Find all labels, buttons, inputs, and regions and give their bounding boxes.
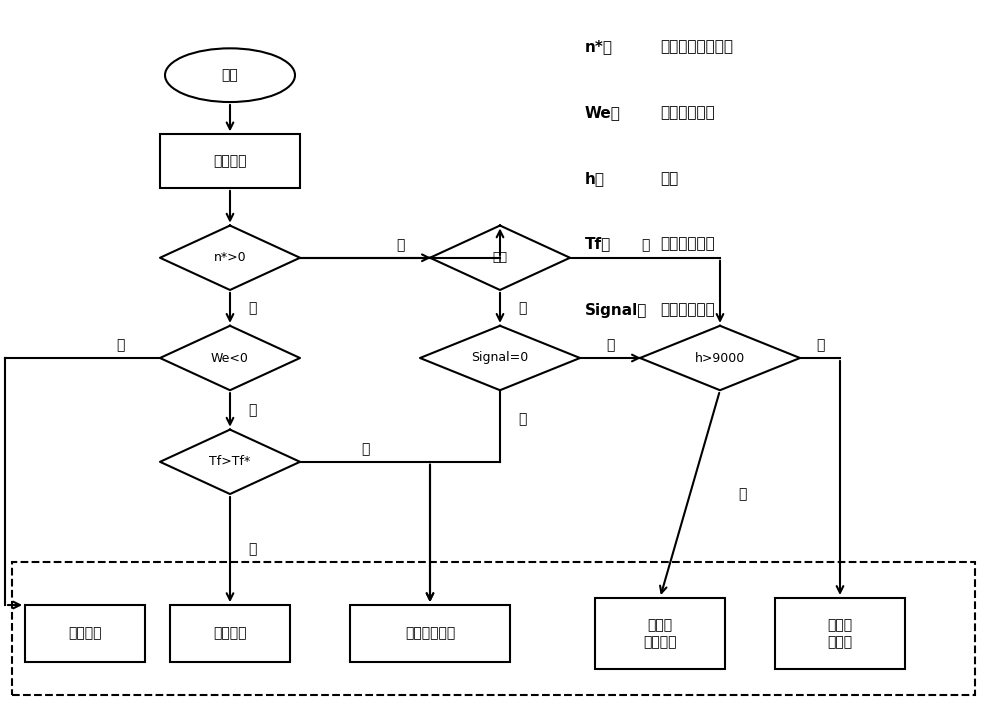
Text: 地面维护信号: 地面维护信号: [660, 303, 715, 317]
Bar: [350, 605, 510, 662]
Text: 否: 否: [738, 487, 746, 501]
Bar: [595, 598, 725, 669]
Text: 是: 是: [606, 338, 614, 352]
Text: We：: We：: [585, 105, 621, 120]
Text: 否: 否: [361, 442, 369, 456]
Bar: [775, 598, 905, 669]
Text: 开始: 开始: [222, 68, 238, 82]
Text: 飞机闲置电能: 飞机闲置电能: [660, 105, 715, 120]
Text: 故障: 故障: [492, 251, 508, 264]
Text: n*：: n*：: [585, 39, 613, 54]
Bar: [160, 135, 300, 188]
Text: 是: 是: [248, 301, 256, 315]
Text: Signal=0: Signal=0: [471, 352, 529, 364]
Text: 是: 是: [816, 338, 824, 352]
Bar: [12, 562, 975, 695]
Bar: [170, 605, 290, 662]
Text: 高度: 高度: [660, 171, 678, 185]
Text: 提取参数: 提取参数: [213, 154, 247, 168]
Text: Tf：: Tf：: [585, 237, 611, 251]
Text: h>9000: h>9000: [695, 352, 745, 364]
Text: Tf>Tf*: Tf>Tf*: [209, 455, 251, 468]
Text: 是: 是: [641, 238, 649, 252]
Text: 风扇浵道温度: 风扇浵道温度: [660, 237, 715, 251]
Text: We<0: We<0: [211, 352, 249, 364]
Text: 巡航模式: 巡航模式: [68, 626, 102, 641]
Text: 主发动机转速信号: 主发动机转速信号: [660, 39, 733, 54]
Text: 是: 是: [248, 543, 256, 556]
Text: 是: 是: [248, 403, 256, 417]
Bar: [25, 605, 145, 662]
Text: 否: 否: [518, 301, 526, 315]
Text: 作战模式: 作战模式: [213, 626, 247, 641]
Text: Signal：: Signal：: [585, 303, 647, 317]
Text: 应急动
力模式: 应急动 力模式: [827, 619, 853, 649]
Text: 辅助动力模式: 辅助动力模式: [405, 626, 455, 641]
Text: n*>0: n*>0: [214, 251, 246, 264]
Text: 否: 否: [396, 238, 404, 252]
Text: 否: 否: [116, 338, 124, 352]
Text: h：: h：: [585, 171, 605, 185]
Text: 发动机
起动模式: 发动机 起动模式: [643, 619, 677, 649]
Text: 否: 否: [518, 412, 526, 426]
